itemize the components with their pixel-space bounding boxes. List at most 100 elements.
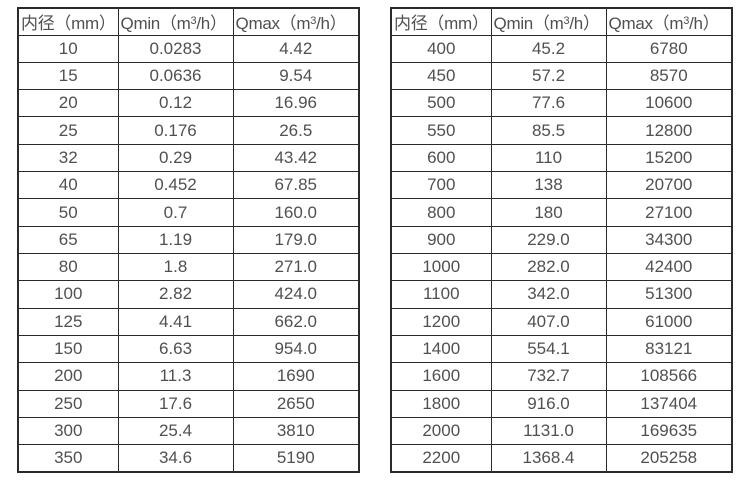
table-row: 40 0.452 67.85 [17,171,360,200]
qmax-cell: 108566 [605,362,733,391]
flow-table-left-container: 内径（mm） Qmin（m3/h） Qmax（m3/h） 10 0.0283 4.4… [17,7,360,473]
qmin-cell: 34.6 [117,444,234,473]
table-row: 450 57.2 8570 [390,61,733,91]
qmax-cell: 4.42 [232,34,360,63]
qmax-cell: 9.54 [232,61,360,91]
qmin-cell: 1131.0 [490,416,607,446]
diameter-cell: 1000 [390,252,492,282]
table-row: 50 0.7 160.0 [17,198,360,227]
table-row: 80 1.8 271.0 [17,252,360,282]
table-row: 500 77.6 10600 [390,89,733,118]
header-qmax: Qmax（m3/h） [232,7,360,36]
header-qmin: Qmin（m3/h） [490,7,607,36]
diameter-cell: 400 [390,34,492,63]
diameter-cell: 250 [17,389,119,418]
table-row: 15 0.0636 9.54 [17,61,360,91]
qmin-cell: 342.0 [490,280,607,309]
qmin-cell: 407.0 [490,307,607,336]
qmax-cell: 6780 [605,34,733,63]
qmax-cell: 12800 [605,116,733,145]
diameter-cell: 15 [17,61,119,91]
table-row: 550 85.5 12800 [390,116,733,145]
table-row: 250 17.6 2650 [17,389,360,418]
qmin-cell: 138 [490,171,607,200]
qmax-cell: 169635 [605,416,733,446]
table-row: 1100 342.0 51300 [390,280,733,309]
diameter-cell: 1800 [390,389,492,418]
diameter-cell: 300 [17,416,119,446]
table-row: 1600 732.7 108566 [390,362,733,391]
qmin-cell: 1.19 [117,225,234,255]
diameter-cell: 900 [390,225,492,255]
qmax-cell: 5190 [232,444,360,473]
table-row: 2000 1131.0 169635 [390,416,733,446]
diameter-cell: 2200 [390,444,492,473]
qmin-cell: 57.2 [490,61,607,91]
table-row: 100 2.82 424.0 [17,280,360,309]
qmin-cell: 77.6 [490,89,607,118]
table-row: 400 45.2 6780 [390,34,733,63]
qmin-cell: 0.0283 [117,34,234,63]
diameter-cell: 2000 [390,416,492,446]
table-row: 25 0.176 26.5 [17,116,360,145]
qmin-cell: 1368.4 [490,444,607,473]
flow-table-right-container: 内径（mm） Qmin（m3/h） Qmax（m3/h） 400 45.2 6780… [390,7,733,473]
qmin-cell: 0.452 [117,171,234,200]
diameter-cell: 600 [390,143,492,173]
diameter-cell: 1200 [390,307,492,336]
qmax-cell: 424.0 [232,280,360,309]
diameter-cell: 20 [17,89,119,118]
qmin-cell: 25.4 [117,416,234,446]
header-diameter: 内径（mm） [390,7,492,36]
table-row: 700 138 20700 [390,171,733,200]
table-row: 2200 1368.4 205258 [390,444,733,473]
qmax-cell: 15200 [605,143,733,173]
diameter-cell: 800 [390,198,492,227]
qmax-cell: 16.96 [232,89,360,118]
qmin-cell: 17.6 [117,389,234,418]
qmin-cell: 4.41 [117,307,234,336]
qmin-cell: 0.12 [117,89,234,118]
diameter-cell: 550 [390,116,492,145]
qmax-cell: 20700 [605,171,733,200]
qmax-cell: 26.5 [232,116,360,145]
qmin-cell: 0.0636 [117,61,234,91]
diameter-cell: 65 [17,225,119,255]
table-row: 800 180 27100 [390,198,733,227]
header-row: 内径（mm） Qmin（m3/h） Qmax（m3/h） [390,7,733,36]
qmin-cell: 6.63 [117,334,234,364]
header-row: 内径（mm） Qmin（m3/h） Qmax（m3/h） [17,7,360,36]
qmin-cell: 11.3 [117,362,234,391]
table-row: 1200 407.0 61000 [390,307,733,336]
qmin-cell: 282.0 [490,252,607,282]
table-row: 32 0.29 43.42 [17,143,360,173]
qmin-cell: 0.176 [117,116,234,145]
table-row: 1000 282.0 42400 [390,252,733,282]
flow-table-left: 内径（mm） Qmin（m3/h） Qmax（m3/h） 10 0.0283 4.4… [17,7,360,473]
qmax-cell: 8570 [605,61,733,91]
qmin-cell: 180 [490,198,607,227]
diameter-cell: 700 [390,171,492,200]
qmax-cell: 160.0 [232,198,360,227]
qmin-cell: 1.8 [117,252,234,282]
table-row: 900 229.0 34300 [390,225,733,255]
qmax-cell: 137404 [605,389,733,418]
table-row: 10 0.0283 4.42 [17,34,360,63]
qmax-cell: 27100 [605,198,733,227]
qmax-cell: 61000 [605,307,733,336]
diameter-cell: 150 [17,334,119,364]
table-row: 200 11.3 1690 [17,362,360,391]
diameter-cell: 100 [17,280,119,309]
header-qmax: Qmax（m3/h） [605,7,733,36]
diameter-cell: 10 [17,34,119,63]
table-row: 150 6.63 954.0 [17,334,360,364]
header-qmin: Qmin（m3/h） [117,7,234,36]
qmin-cell: 110 [490,143,607,173]
qmax-cell: 3810 [232,416,360,446]
diameter-cell: 1600 [390,362,492,391]
table-row: 20 0.12 16.96 [17,89,360,118]
diameter-cell: 1100 [390,280,492,309]
qmin-cell: 85.5 [490,116,607,145]
qmin-cell: 45.2 [490,34,607,63]
